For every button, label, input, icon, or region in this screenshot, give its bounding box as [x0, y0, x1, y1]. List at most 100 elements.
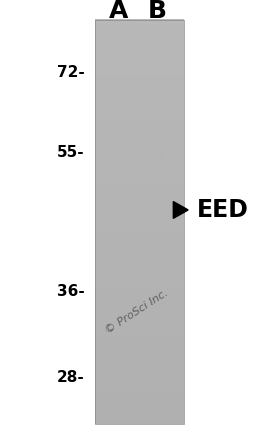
Bar [95, 222, 184, 227]
Bar [95, 348, 184, 354]
Ellipse shape [113, 154, 125, 160]
Bar [95, 312, 184, 318]
Bar [95, 131, 184, 136]
Bar [95, 156, 184, 161]
Bar [95, 323, 184, 328]
Bar [95, 50, 184, 55]
Ellipse shape [113, 208, 125, 212]
Ellipse shape [114, 208, 124, 212]
Bar [95, 318, 184, 323]
Bar [95, 242, 184, 248]
Bar [95, 151, 184, 156]
Ellipse shape [149, 153, 166, 160]
Bar [95, 161, 184, 167]
Bar [95, 419, 184, 424]
Ellipse shape [149, 207, 166, 213]
Bar [95, 24, 184, 30]
Ellipse shape [152, 208, 163, 212]
Ellipse shape [150, 154, 165, 160]
Bar [95, 343, 184, 348]
Bar [95, 389, 184, 394]
Ellipse shape [112, 154, 126, 160]
Bar [95, 252, 184, 258]
Bar [95, 40, 184, 45]
Bar [95, 338, 184, 343]
Bar [95, 65, 184, 70]
Text: B: B [148, 0, 167, 23]
Bar [95, 373, 184, 379]
Bar [95, 196, 184, 202]
Bar [95, 409, 184, 414]
Bar [95, 141, 184, 146]
Bar [95, 302, 184, 308]
Bar [95, 60, 184, 65]
Bar [95, 368, 184, 374]
Ellipse shape [108, 205, 131, 215]
Bar [95, 399, 184, 404]
Ellipse shape [152, 155, 163, 159]
Bar [95, 378, 184, 384]
Bar [95, 80, 184, 86]
Bar [95, 171, 184, 177]
Bar [95, 237, 184, 242]
Bar [95, 202, 184, 207]
Bar [95, 146, 184, 151]
Bar [95, 206, 184, 212]
Bar [95, 384, 184, 389]
Text: 36-: 36- [57, 284, 84, 299]
Ellipse shape [145, 205, 169, 215]
Ellipse shape [151, 208, 164, 212]
Bar [95, 333, 184, 339]
Bar [95, 186, 184, 192]
Text: 72-: 72- [57, 65, 84, 80]
Bar [95, 110, 184, 116]
Ellipse shape [108, 206, 130, 214]
Bar [95, 297, 184, 303]
Bar [95, 293, 184, 298]
Bar [95, 393, 184, 399]
Ellipse shape [109, 206, 129, 214]
Bar [95, 272, 184, 278]
Bar [95, 267, 184, 273]
Ellipse shape [111, 153, 127, 160]
Bar [95, 105, 184, 111]
Bar [95, 75, 184, 80]
Bar [95, 262, 184, 267]
Bar [95, 404, 184, 409]
Ellipse shape [111, 207, 127, 213]
Ellipse shape [147, 206, 167, 214]
Bar [95, 181, 184, 187]
Bar [95, 100, 184, 106]
Bar [95, 115, 184, 121]
Bar [95, 45, 184, 50]
Bar [95, 277, 184, 283]
Bar [95, 90, 184, 96]
Bar [95, 126, 184, 131]
Bar [95, 176, 184, 182]
Ellipse shape [110, 206, 128, 213]
Bar [95, 30, 184, 35]
Bar [95, 328, 184, 333]
Bar [95, 70, 184, 76]
Ellipse shape [148, 206, 167, 213]
Ellipse shape [150, 207, 165, 213]
Text: 28-: 28- [57, 370, 84, 385]
Bar [95, 191, 184, 197]
Bar [95, 308, 184, 313]
Ellipse shape [110, 206, 129, 214]
Bar [95, 95, 184, 101]
Bar [95, 55, 184, 60]
Ellipse shape [150, 207, 165, 213]
Text: EED: EED [197, 198, 249, 222]
Ellipse shape [146, 206, 169, 214]
Bar [95, 136, 184, 141]
Ellipse shape [115, 155, 123, 159]
Ellipse shape [112, 207, 126, 213]
Ellipse shape [151, 154, 164, 160]
Bar [95, 212, 184, 217]
Bar [95, 287, 184, 293]
Ellipse shape [114, 155, 124, 159]
Text: 55-: 55- [57, 145, 84, 160]
Bar [95, 217, 184, 222]
Bar [95, 358, 184, 364]
